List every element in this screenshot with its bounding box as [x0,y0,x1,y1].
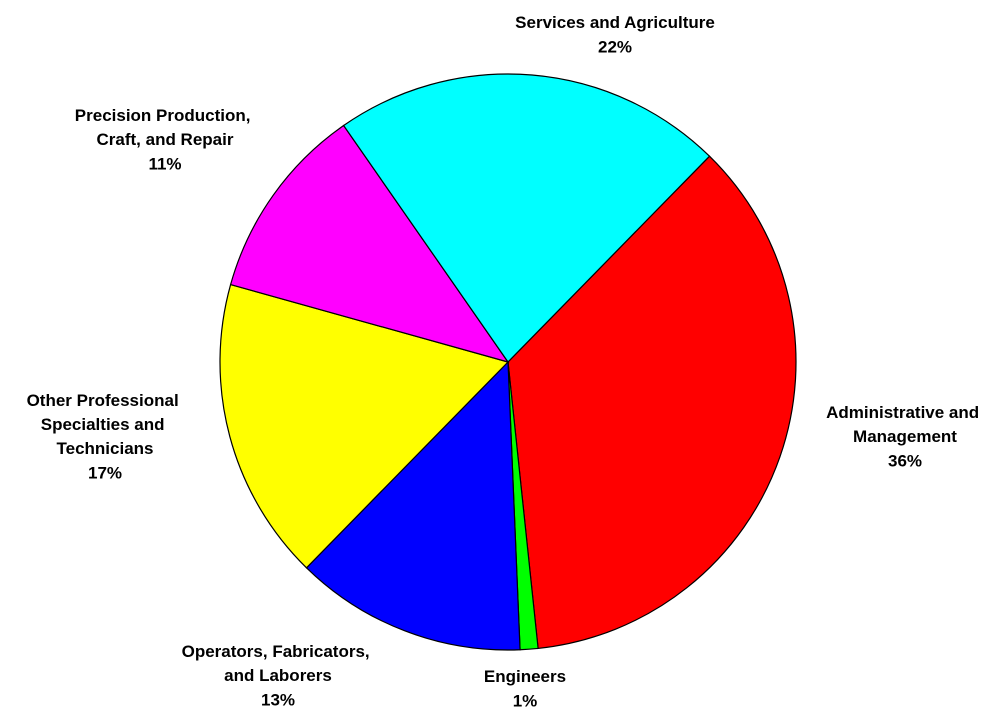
slice-value-label: 11% [148,154,181,173]
slice-value-label: 13% [261,690,295,709]
slice [219,283,510,569]
slice [229,124,510,364]
slice [305,360,521,651]
slice-label: Administrative and Management [826,403,984,446]
slice [507,155,797,650]
slice-value-label: 1% [513,691,538,710]
slice-label: Other Professional Specialties and Techn… [27,391,184,458]
slice-value-label: 22% [598,37,632,56]
slice-label: Services and Agriculture [515,13,715,32]
slice [342,73,711,363]
slice-label: Engineers [484,667,566,686]
slice-value-label: 36% [888,451,922,470]
slice-label: Precision Production, Craft, and Repair [75,106,255,149]
slice-label: Operators, Fabricators, and Laborers [182,642,375,685]
slice-value-label: 17% [88,463,122,482]
